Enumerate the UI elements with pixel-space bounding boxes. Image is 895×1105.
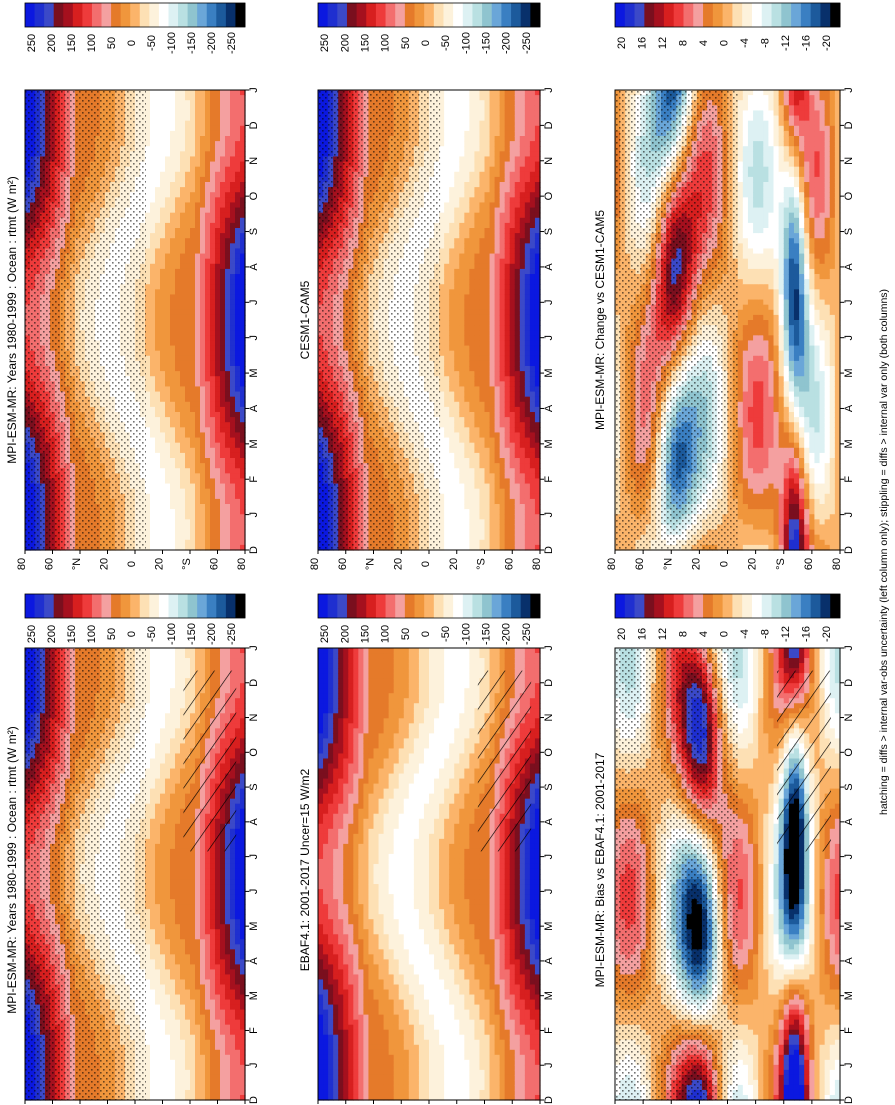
panel-p1: DJFMAMJJASONDJ8060°N20020°S6080MPI-ESM-M… xyxy=(5,594,260,1105)
panels-layer: DJFMAMJJASONDJ8060°N20020°S6080MPI-ESM-M… xyxy=(5,3,855,1105)
figure: DJFMAMJJASONDJ8060°N20020°S6080MPI-ESM-M… xyxy=(0,0,895,1105)
